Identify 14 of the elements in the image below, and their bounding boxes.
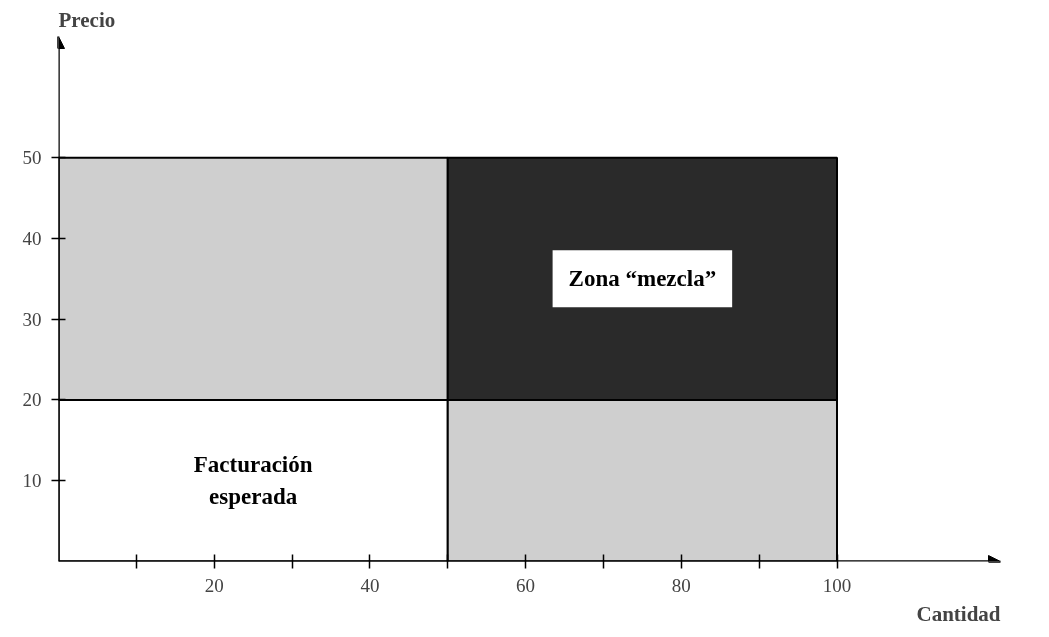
- x-tick-label: 60: [516, 574, 536, 596]
- y-tick-label: 40: [22, 227, 42, 249]
- y-tick-label: 20: [22, 389, 42, 411]
- x-tick-label: 100: [822, 574, 852, 596]
- x-tick-label: 80: [671, 574, 691, 596]
- y-tick-label: 30: [22, 308, 42, 330]
- y-tick-label: 10: [22, 470, 42, 492]
- y-tick-label: 50: [22, 147, 42, 169]
- annotation: Facturación esperada: [193, 451, 313, 510]
- x-tick-label: 20: [204, 574, 224, 596]
- y-axis-title: Precio: [58, 7, 116, 32]
- x-axis-title: Cantidad: [916, 601, 1001, 626]
- x-tick-label: 40: [360, 574, 380, 596]
- annotation: Zona “mezcla”: [568, 266, 717, 292]
